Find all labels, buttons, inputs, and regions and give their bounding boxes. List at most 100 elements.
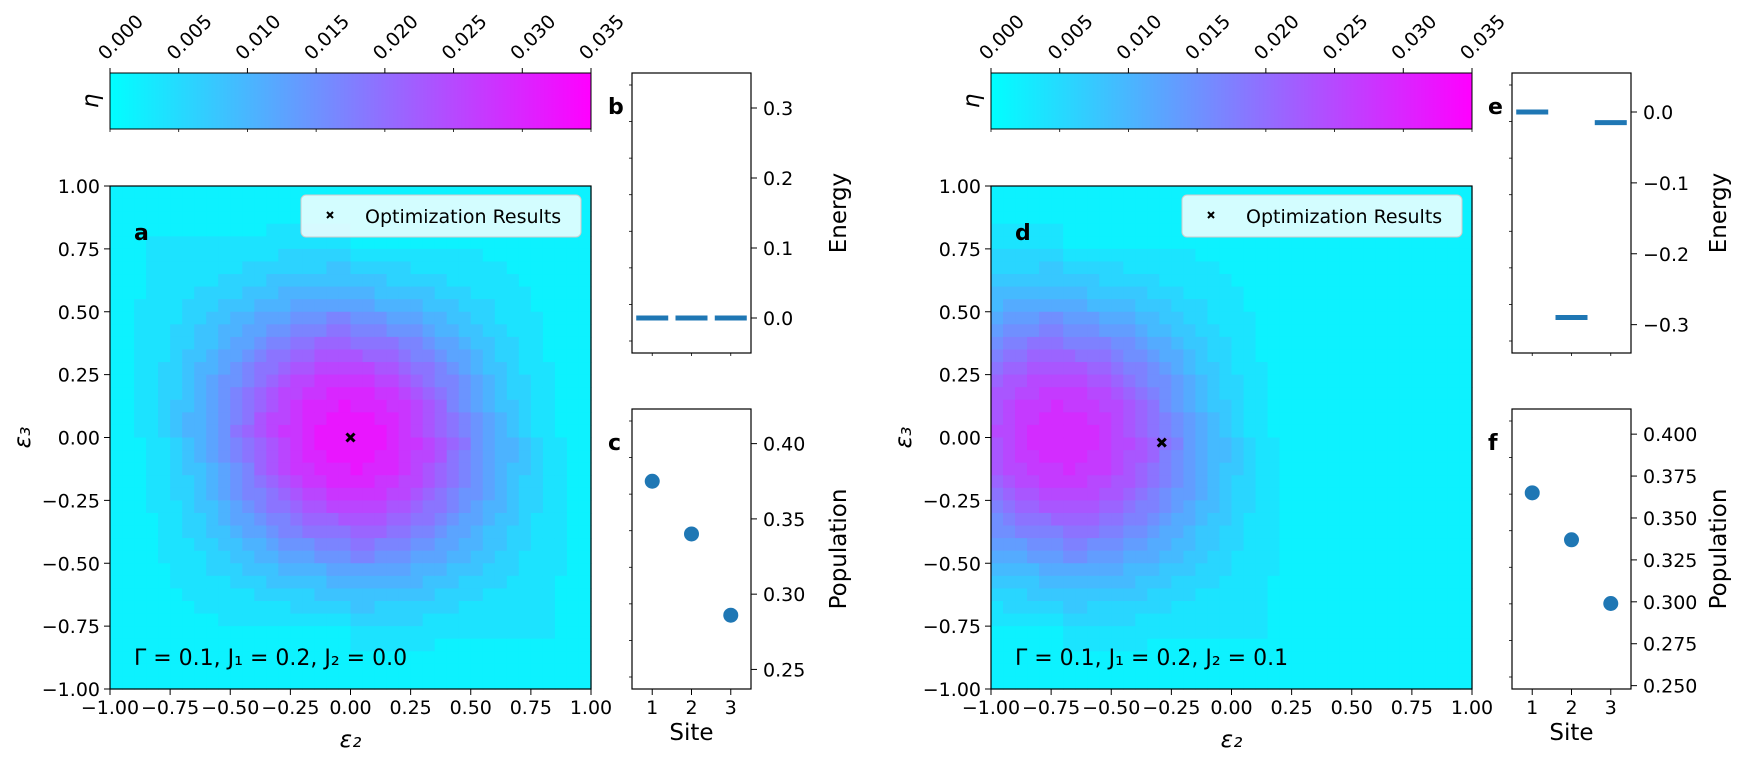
- heatmap-cell: [1207, 651, 1221, 665]
- heatmap-cell: [386, 600, 400, 615]
- heatmap-cell: [530, 261, 544, 275]
- heatmap-cell: [1075, 211, 1088, 225]
- heatmap-cell: [1207, 362, 1221, 376]
- heatmap-cell: [1375, 676, 1389, 690]
- heatmap-cell: [1423, 663, 1437, 678]
- heatmap-cell: [1015, 198, 1028, 212]
- heatmap-cell: [518, 651, 532, 665]
- heatmap-cell: [458, 274, 472, 288]
- heatmap-cell: [230, 236, 243, 250]
- heatmap-cell: [1135, 563, 1148, 577]
- heatmap-cell: [1447, 261, 1461, 275]
- heatmap-cell: [1423, 538, 1437, 552]
- heatmap-cell: [446, 538, 460, 552]
- colorbar-tick-label: 0.030: [506, 11, 560, 65]
- heatmap-cell: [290, 676, 303, 690]
- heatmap-cell: [1111, 374, 1124, 388]
- heatmap-cell: [170, 563, 183, 577]
- heatmap-cell: [1207, 512, 1221, 527]
- heatmap-cell: [1051, 525, 1064, 539]
- heatmap-cell: [1363, 563, 1377, 577]
- heatmap-cell: [554, 274, 568, 288]
- heatmap-cell: [1387, 374, 1401, 388]
- heatmap-cell: [1039, 211, 1052, 225]
- heatmap-cell: [530, 663, 544, 678]
- heatmap-cell: [1027, 638, 1040, 652]
- heatmap-cell: [1411, 311, 1425, 325]
- heatmap-cell: [326, 663, 340, 678]
- heatmap-cell: [1231, 236, 1245, 250]
- heatmap-cell: [122, 600, 135, 615]
- heatmap-cell: [1255, 588, 1269, 602]
- heatmap-cell: [278, 399, 291, 413]
- heatmap-cell: [1147, 663, 1160, 678]
- heatmap-cell: [182, 487, 195, 501]
- heatmap-cell: [1435, 437, 1449, 451]
- heatmap-cell: [482, 286, 496, 300]
- heatmap-cell: [398, 450, 412, 464]
- heatmap-cell: [1159, 500, 1172, 514]
- heatmap-cell: [326, 676, 340, 690]
- heatmap-cell: [326, 274, 340, 288]
- heatmap-cell: [350, 676, 364, 690]
- heatmap-cell: [1027, 613, 1040, 627]
- heatmap-cell: [134, 362, 147, 376]
- heatmap-cell: [991, 651, 1004, 665]
- heatmap-cell: [1255, 299, 1269, 313]
- heatmap-cell: [1087, 362, 1100, 376]
- heatmap-cell: [1255, 424, 1269, 439]
- heatmap-cell: [158, 248, 171, 263]
- heatmap-cell: [1183, 638, 1197, 652]
- heatmap-cell: [1339, 248, 1353, 263]
- heatmap-cell: [1435, 261, 1449, 275]
- heatmap-cell: [1039, 412, 1052, 426]
- heatmap-cell: [1351, 299, 1365, 313]
- heatmap-cell: [566, 274, 580, 288]
- heatmap-cell: [446, 663, 460, 678]
- heatmap-cell: [182, 500, 195, 514]
- heatmap-cell: [374, 638, 388, 652]
- heatmap-cell: [1315, 613, 1329, 627]
- heatmap-cell: [1051, 286, 1064, 300]
- heatmap-cell: [434, 299, 448, 313]
- heatmap-cell: [218, 374, 231, 388]
- heatmap-cell: [158, 387, 171, 401]
- heatmap-cell: [146, 475, 159, 489]
- heatmap-cell: [1111, 550, 1124, 564]
- heatmap-cell: [1327, 450, 1341, 464]
- heatmap-cell: [578, 274, 592, 288]
- heatmap-cell: [542, 475, 556, 489]
- heatmap-cell: [554, 626, 568, 640]
- heatmap-cell: [290, 525, 303, 539]
- heatmap-cell: [1279, 626, 1293, 640]
- heatmap-cell: [302, 248, 316, 263]
- heatmap-cell: [554, 613, 568, 627]
- heatmap-cell: [326, 324, 340, 338]
- heatmap-cell: [1315, 374, 1329, 388]
- heatmap-cell: [254, 362, 267, 376]
- heatmap-cell: [530, 324, 544, 338]
- heatmap-cell: [266, 311, 279, 325]
- heatmap-cell: [518, 387, 532, 401]
- heatmap-cell: [506, 311, 520, 325]
- heatmap-cell: [422, 487, 436, 501]
- heatmap-cell: [350, 512, 364, 527]
- heatmap-cell: [1459, 651, 1473, 665]
- heatmap-cell: [1207, 412, 1221, 426]
- heatmap-cell: [566, 550, 580, 564]
- heatmap-cell: [991, 550, 1004, 564]
- heatmap-cell: [1447, 487, 1461, 501]
- parameter-annotation: Γ = 0.1, J₁ = 0.2, J₂ = 0.0: [134, 646, 407, 671]
- heatmap-cell: [278, 613, 291, 627]
- colorbar-label: η: [959, 94, 985, 109]
- colorbar-tick-label: 0.020: [369, 11, 423, 65]
- heatmap-cell: [242, 424, 255, 439]
- heatmap-cell: [338, 538, 352, 552]
- heatmap-cell: [206, 475, 219, 489]
- heatmap-cell: [1447, 600, 1461, 615]
- x-tick-label: 1: [646, 697, 658, 719]
- heatmap-cell: [242, 563, 255, 577]
- heatmap-cell: [1135, 600, 1148, 615]
- heatmap-cell: [422, 663, 436, 678]
